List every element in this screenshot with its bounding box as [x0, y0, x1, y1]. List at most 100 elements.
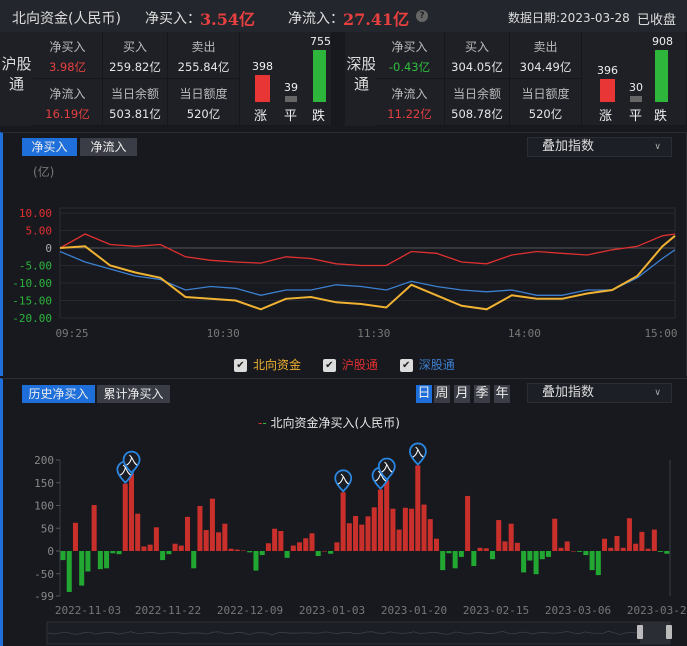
- sz-up-label: 涨: [599, 105, 612, 124]
- chevron-down-icon: ∨: [654, 138, 661, 156]
- y-tick-label: -5.00: [19, 260, 52, 273]
- sh-line: [60, 234, 675, 266]
- bar: [614, 536, 619, 551]
- page-title: 北向资金(人民币): [12, 8, 121, 28]
- x-tick-label: 2023-01-20: [381, 604, 447, 617]
- bar: [117, 551, 122, 554]
- bar: [98, 551, 103, 569]
- marker-label: 入: [126, 454, 138, 468]
- period-year[interactable]: 年: [494, 385, 510, 403]
- sh-up-count: 398: [252, 60, 273, 73]
- legend-north[interactable]: ✔ 北向资金: [234, 358, 301, 372]
- zoom-slider-selection: [640, 622, 670, 644]
- period-quarter[interactable]: 季: [474, 385, 490, 403]
- bar: [571, 551, 576, 552]
- sz-down-count: 908: [652, 35, 671, 48]
- bar: [253, 551, 258, 571]
- market-status: 已收盘: [637, 9, 676, 28]
- sh-up-label: 涨: [254, 105, 267, 124]
- tab-cumulative-net-buy[interactable]: 累计净买入: [97, 385, 170, 403]
- intraday-legend: ✔ 北向资金 ✔ 沪股通 ✔ 深股通: [234, 356, 455, 373]
- bar: [378, 490, 383, 551]
- bar: [384, 480, 389, 551]
- y-tick-label: 100: [34, 500, 54, 513]
- history-legend[interactable]: -- 北向资金净买入(人民币): [258, 414, 400, 431]
- bar: [502, 541, 507, 551]
- tab-net-inflow[interactable]: 净流入: [80, 138, 137, 156]
- x-tick-label: 2023-02-15: [463, 604, 529, 617]
- bar: [154, 527, 159, 551]
- zoom-slider: [47, 622, 670, 644]
- bar: [440, 551, 445, 570]
- bar: [596, 551, 601, 575]
- sz-up-count: 396: [597, 64, 618, 77]
- intraday-line-chart: 10.00 5.00 0 -5.00 -10.00 -15.00 -20.0009:25 10…: [0, 170, 687, 345]
- bar: [222, 524, 227, 551]
- bar: [496, 520, 501, 551]
- help-icon[interactable]: ?: [416, 10, 428, 22]
- sz-up-bar: [600, 79, 615, 102]
- bar: [664, 551, 669, 554]
- bar: [583, 551, 588, 555]
- bar: [478, 548, 483, 551]
- y-tick-label: 150: [34, 477, 54, 490]
- bar: [409, 509, 414, 551]
- bar: [135, 514, 140, 551]
- net-inflow-label: 净流入：: [288, 8, 344, 28]
- sh-down-label: 跌: [312, 105, 325, 124]
- bar: [235, 550, 240, 551]
- bar: [428, 519, 433, 551]
- bar: [415, 465, 420, 551]
- bar: [191, 551, 196, 568]
- bar: [341, 492, 346, 551]
- bar: [515, 543, 520, 551]
- bar: [621, 548, 626, 551]
- bar: [397, 530, 402, 551]
- bar: [297, 542, 302, 551]
- bar: [372, 507, 377, 551]
- sh-net-buy-cell: 净买入 3.98亿: [33, 32, 103, 79]
- bar: [658, 551, 663, 552]
- bar: [79, 551, 84, 586]
- bar: [633, 544, 638, 551]
- sz-line: [60, 250, 675, 295]
- y-tick-label: 5.00: [26, 225, 53, 238]
- bar: [166, 551, 171, 554]
- net-buy-label: 净买入：: [145, 8, 201, 28]
- bar: [521, 551, 526, 572]
- bar: [104, 551, 109, 568]
- legend-sh[interactable]: ✔ 沪股通: [323, 358, 378, 372]
- sh-net-inflow-cell: 净流入 16.19亿: [33, 79, 103, 126]
- bar: [141, 546, 146, 551]
- bar: [446, 551, 451, 553]
- bar: [403, 508, 408, 551]
- sh-up-bar: [255, 75, 270, 102]
- bar: [123, 484, 128, 551]
- tab-net-buy[interactable]: 净买入: [22, 138, 77, 156]
- period-week[interactable]: 周: [434, 385, 450, 403]
- history-bar-chart: 200150100500-50-99入入入 入入入2022-11-03 2022-1…: [0, 440, 687, 646]
- bar: [247, 551, 252, 552]
- tab-history-net-buy[interactable]: 历史净买入: [22, 385, 95, 403]
- bar: [646, 549, 651, 551]
- bar: [61, 551, 66, 560]
- y-tick-label: 10.00: [19, 207, 52, 220]
- sz-quota-cell: 当日额度 520亿: [510, 79, 582, 126]
- bar: [216, 532, 221, 551]
- bar: [85, 551, 90, 571]
- y-tick-label: 0: [47, 545, 54, 558]
- bar: [272, 529, 277, 551]
- bar: [546, 551, 551, 557]
- sh-quota-cell: 当日额度 520亿: [168, 79, 240, 126]
- legend-sz[interactable]: ✔ 深股通: [400, 358, 455, 372]
- checkbox-icon: ✔: [323, 359, 336, 372]
- bar: [459, 551, 464, 557]
- period-month[interactable]: 月: [454, 385, 470, 403]
- sh-flat-bar: [285, 96, 297, 102]
- overlay-index-dropdown[interactable]: 叠加指数 ∨: [527, 137, 672, 157]
- period-day[interactable]: 日: [416, 385, 432, 403]
- bar: [322, 551, 327, 552]
- history-overlay-dropdown[interactable]: 叠加指数 ∨: [527, 383, 672, 403]
- checkbox-icon: ✔: [400, 359, 413, 372]
- x-tick-label: 2022-11-03: [55, 604, 121, 617]
